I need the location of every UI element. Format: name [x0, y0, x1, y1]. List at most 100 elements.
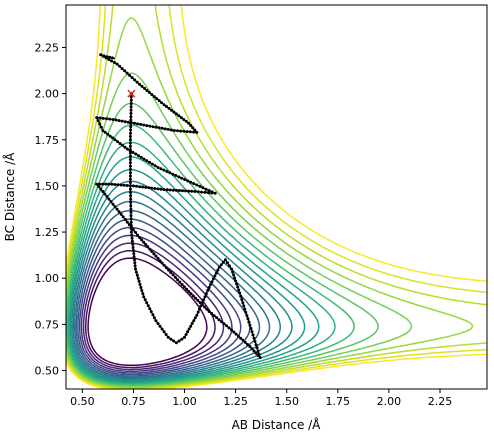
- trajectory-point: [252, 349, 256, 353]
- trajectory-point: [179, 116, 183, 120]
- trajectory-point: [139, 155, 143, 159]
- trajectory-point: [148, 307, 152, 311]
- trajectory-point: [203, 295, 207, 299]
- trajectory-point: [111, 202, 115, 206]
- trajectory-point: [203, 305, 207, 309]
- trajectory-point: [168, 188, 172, 192]
- trajectory-point: [193, 316, 197, 320]
- trajectory-point: [151, 313, 155, 317]
- trajectory-point: [133, 78, 137, 82]
- trajectory-point: [123, 120, 127, 124]
- trajectory-point: [210, 312, 214, 315]
- trajectory-point: [152, 95, 156, 99]
- trajectory-point: [232, 330, 236, 334]
- trajectory-point: [103, 192, 107, 196]
- trajectory-point: [137, 279, 141, 283]
- trajectory-point: [135, 184, 138, 188]
- trajectory-point: [184, 333, 188, 336]
- trajectory-point: [111, 118, 115, 121]
- trajectory-point: [114, 118, 118, 122]
- trajectory-point: [165, 188, 169, 192]
- trajectory-point: [116, 140, 119, 144]
- trajectory-point: [108, 134, 112, 138]
- trajectory-point: [154, 125, 158, 129]
- trajectory-point: [136, 233, 139, 237]
- trajectory-point: [200, 303, 204, 307]
- trajectory-point: [129, 197, 133, 201]
- trajectory-point: [159, 187, 163, 191]
- x-axis-ticks: 0.50 0.75 1.00 1.25 1.50 1.75 2.00 2.25: [70, 389, 452, 408]
- trajectory-point: [132, 255, 136, 259]
- trajectory-point: [108, 55, 112, 59]
- trajectory-point: [162, 263, 166, 267]
- trajectory-point: [131, 242, 135, 246]
- trajectory-point: [187, 290, 191, 293]
- y-tick-label: 1.50: [35, 180, 60, 193]
- trajectory-point: [122, 183, 126, 187]
- trajectory-point: [129, 95, 133, 99]
- trajectory-point: [140, 238, 144, 242]
- trajectory-point: [183, 178, 187, 181]
- trajectory-point: [135, 273, 139, 277]
- trajectory-point: [96, 119, 100, 123]
- trajectory-point: [105, 195, 109, 198]
- trajectory-point: [120, 143, 124, 147]
- trajectory-point: [127, 223, 131, 227]
- trajectory-point: [210, 280, 214, 284]
- trajectory-point: [157, 99, 161, 103]
- trajectory-point: [108, 117, 112, 121]
- trajectory-point: [133, 258, 136, 262]
- trajectory-point: [246, 343, 250, 346]
- trajectory-point: [149, 310, 153, 314]
- trajectory-point: [236, 334, 240, 338]
- trajectory-point: [172, 129, 176, 132]
- trajectory-point: [182, 118, 186, 121]
- trajectory-point: [217, 265, 221, 269]
- trajectory-point: [234, 279, 238, 283]
- trajectory-point: [251, 333, 255, 337]
- trajectory-point: [196, 298, 200, 302]
- trajectory-point: [216, 268, 220, 272]
- trajectory-point: [252, 336, 256, 340]
- trajectory-point: [250, 330, 254, 334]
- trajectory-point: [236, 285, 240, 289]
- trajectory-point: [210, 190, 214, 194]
- trajectory-point: [139, 286, 143, 289]
- trajectory-point: [202, 298, 206, 302]
- trajectory-point: [162, 103, 166, 107]
- trajectory-point: [174, 188, 178, 192]
- trajectory-point: [117, 119, 121, 123]
- trajectory-point: [156, 322, 160, 325]
- trajectory-point: [128, 164, 132, 168]
- trajectory-point: [153, 164, 157, 168]
- trajectory-point: [194, 296, 198, 300]
- trajectory-point: [107, 197, 111, 201]
- trajectory-point: [158, 324, 162, 328]
- trajectory-point: [147, 91, 151, 94]
- trajectory-point: [129, 200, 133, 204]
- trajectory-point: [129, 131, 132, 135]
- trajectory-point: [207, 286, 211, 289]
- trajectory-point: [166, 335, 170, 339]
- contour-level: [66, 17, 474, 389]
- trajectory-point: [131, 184, 135, 188]
- trajectory-point: [148, 124, 152, 128]
- trajectory-point: [132, 252, 136, 256]
- trajectory-point: [176, 129, 179, 133]
- trajectory-point: [128, 151, 132, 155]
- trajectory-point: [193, 190, 197, 193]
- trajectory-point: [125, 147, 129, 151]
- trajectory-point: [152, 316, 156, 320]
- trajectory-point: [222, 322, 226, 326]
- trajectory-point: [159, 167, 163, 171]
- contour-level: [69, 169, 306, 383]
- trajectory-point: [128, 154, 132, 158]
- trajectory-point: [113, 138, 117, 142]
- trajectory-point: [130, 236, 134, 240]
- trajectory-point: [221, 260, 225, 264]
- trajectory-point: [123, 145, 127, 149]
- trajectory-point: [129, 98, 133, 102]
- trajectory-point: [156, 256, 160, 260]
- trajectory-point: [157, 126, 161, 130]
- trajectory-point: [148, 247, 152, 251]
